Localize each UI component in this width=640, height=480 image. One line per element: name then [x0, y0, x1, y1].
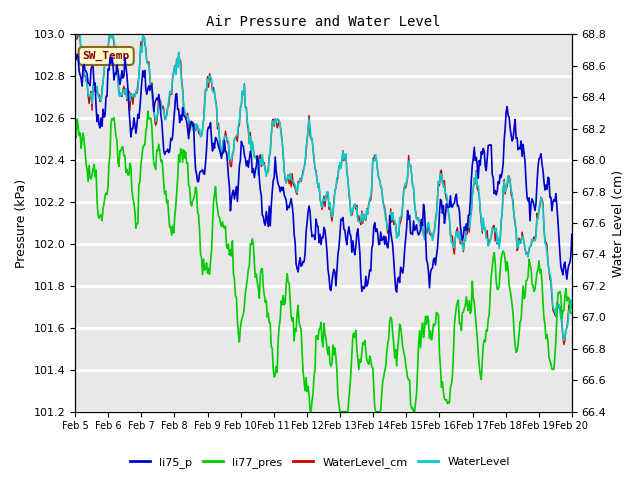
Y-axis label: Water Level (cm): Water Level (cm) — [612, 169, 625, 276]
Y-axis label: Pressure (kPa): Pressure (kPa) — [15, 179, 28, 267]
Legend: li75_p, li77_pres, WaterLevel_cm, WaterLevel: li75_p, li77_pres, WaterLevel_cm, WaterL… — [125, 452, 515, 472]
Text: SW_Temp: SW_Temp — [83, 51, 130, 61]
Title: Air Pressure and Water Level: Air Pressure and Water Level — [206, 15, 441, 29]
